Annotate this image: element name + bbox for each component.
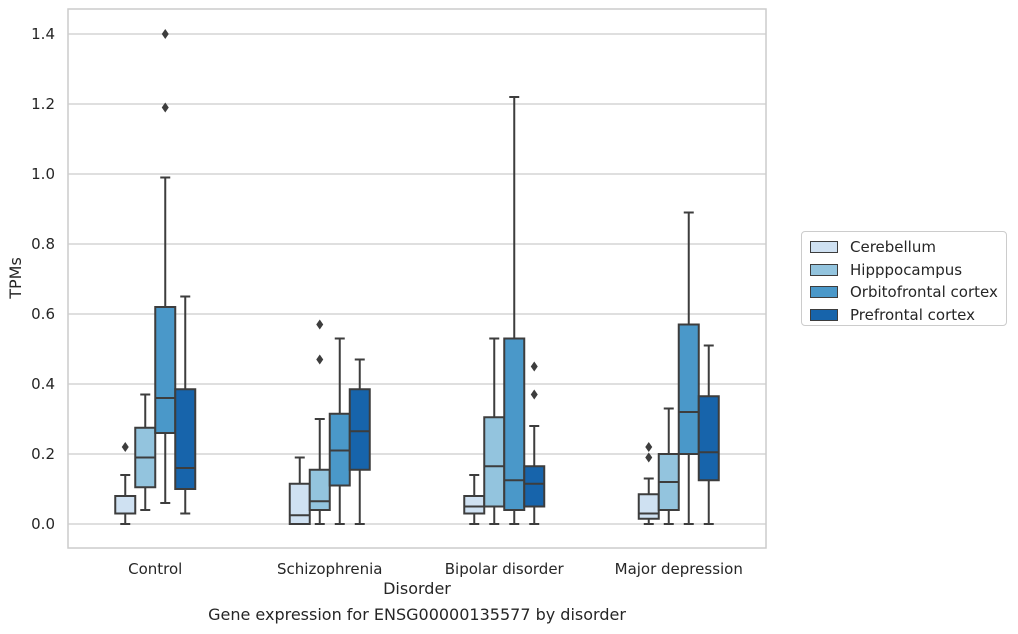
- legend-swatch: [810, 308, 838, 321]
- box-hipppocampus: [657, 407, 680, 525]
- box-prefrontal-cortex: [697, 344, 720, 525]
- iqr-box: [463, 495, 486, 515]
- iqr-box: [503, 337, 526, 511]
- legend-label: Hipppocampus: [850, 260, 963, 279]
- legend-swatch: [810, 263, 838, 276]
- legend-item: Cerebellum: [810, 236, 1006, 259]
- y-tick-label: 1.4: [31, 25, 55, 43]
- iqr-box: [677, 323, 700, 455]
- box-cerebellum: [114, 442, 137, 525]
- box-hipppocampus: [483, 337, 506, 525]
- box-orbitofrontal-cortex: [154, 29, 177, 504]
- box-prefrontal-cortex: [523, 361, 546, 525]
- y-tick-label: 1.0: [31, 165, 55, 183]
- box-prefrontal-cortex: [348, 358, 371, 525]
- y-tick-label: 0.8: [31, 235, 55, 253]
- legend-swatch: [810, 241, 838, 254]
- outlier-point: [316, 354, 324, 365]
- chart-title: Gene expression for ENSG00000135577 by d…: [208, 605, 626, 624]
- x-tick-label: Control: [128, 560, 182, 578]
- box-cerebellum: [288, 456, 311, 525]
- outlier-point: [161, 102, 169, 113]
- y-tick-label: 0.6: [31, 305, 55, 323]
- box-orbitofrontal-cortex: [503, 96, 526, 525]
- legend-label: Cerebellum: [850, 238, 936, 257]
- box-cerebellum: [463, 474, 486, 525]
- legend-swatch: [810, 286, 838, 299]
- iqr-box: [114, 495, 137, 515]
- box-hipppocampus: [308, 319, 331, 525]
- iqr-box: [697, 395, 720, 482]
- outlier-point: [530, 361, 538, 372]
- y-tick-label: 0.4: [31, 375, 55, 393]
- iqr-box: [637, 493, 660, 520]
- legend-item: Prefrontal cortex: [810, 304, 1006, 327]
- iqr-box: [523, 465, 546, 508]
- outlier-point: [645, 442, 653, 452]
- y-axis-ticks: 0.0 0.2 0.4 0.6 0.8 1.0 1.2 1.4: [31, 25, 55, 533]
- outlier-point: [645, 452, 653, 463]
- outlier-point: [161, 29, 169, 39]
- iqr-box: [154, 306, 177, 434]
- y-tick-label: 0.0: [31, 515, 55, 533]
- x-axis-ticks: Control Schizophrenia Bipolar disorder Majo…: [128, 560, 743, 578]
- gridlines: [68, 33, 766, 525]
- legend-item: Orbitofrontal cortex: [810, 281, 1006, 304]
- x-axis-label: Disorder: [383, 579, 451, 598]
- outlier-point: [316, 319, 324, 330]
- y-tick-label: 1.2: [31, 95, 55, 113]
- iqr-box: [308, 468, 331, 511]
- x-tick-label: Major depression: [615, 560, 743, 578]
- box-orbitofrontal-cortex: [328, 337, 351, 525]
- plot-area-frame: [67, 8, 767, 549]
- iqr-box: [348, 388, 371, 471]
- iqr-box: [288, 482, 311, 525]
- y-tick-label: 0.2: [31, 445, 55, 463]
- legend-label: Orbitofrontal cortex: [850, 283, 998, 302]
- x-tick-label: Bipolar disorder: [445, 560, 565, 578]
- outlier-point: [121, 442, 129, 452]
- legend-label: Prefrontal cortex: [850, 305, 975, 324]
- y-axis-label: TPMs: [6, 257, 25, 300]
- legend-item: Hipppocampus: [810, 259, 1006, 282]
- box-orbitofrontal-cortex: [677, 211, 700, 525]
- boxes: [114, 29, 720, 525]
- box-hipppocampus: [134, 393, 157, 511]
- iqr-box: [174, 388, 197, 490]
- legend: Cerebellum Hipppocampus Orbitofrontal cort…: [801, 231, 1007, 326]
- box-prefrontal-cortex: [174, 295, 197, 515]
- iqr-box: [483, 416, 506, 508]
- x-tick-label: Schizophrenia: [277, 560, 382, 578]
- outlier-point: [530, 389, 538, 400]
